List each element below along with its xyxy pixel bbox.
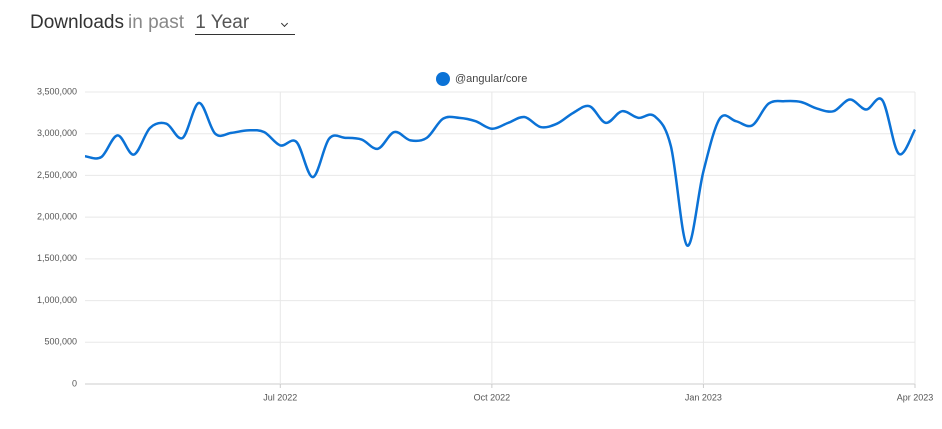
y-tick-label: 0 (72, 378, 77, 388)
legend-label: @angular/core (455, 73, 527, 85)
x-tick-label: Jul 2022 (263, 392, 297, 402)
x-tick-label: Oct 2022 (474, 392, 511, 402)
series-line (84, 97, 917, 247)
x-tick-label: Jan 2023 (685, 392, 722, 402)
y-tick-label: 2,500,000 (37, 170, 77, 180)
header-title: Downloads (30, 12, 124, 33)
y-tick-label: 1,000,000 (37, 295, 77, 305)
y-tick-label: 3,500,000 (37, 86, 77, 96)
header-subtitle: in past (128, 12, 184, 33)
y-tick-label: 1,500,000 (37, 253, 77, 263)
header: Downloads in past 1 Year (30, 12, 296, 35)
y-tick-label: 3,000,000 (37, 128, 77, 138)
legend-marker (436, 72, 450, 86)
y-tick-label: 500,000 (44, 337, 77, 347)
x-tick-label: Apr 2023 (897, 392, 934, 402)
y-tick-label: 2,000,000 (37, 212, 77, 222)
period-select[interactable]: 1 Year (195, 12, 296, 35)
